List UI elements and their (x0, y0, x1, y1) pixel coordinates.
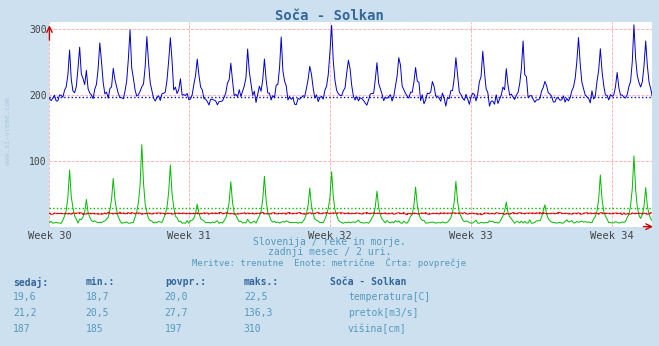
Text: Soča - Solkan: Soča - Solkan (330, 277, 406, 287)
Text: 19,6: 19,6 (13, 292, 37, 302)
Text: Slovenija / reke in morje.: Slovenija / reke in morje. (253, 237, 406, 247)
Text: pretok[m3/s]: pretok[m3/s] (348, 308, 418, 318)
Text: www.si-vreme.com: www.si-vreme.com (5, 98, 11, 165)
Text: temperatura[C]: temperatura[C] (348, 292, 430, 302)
Text: povpr.:: povpr.: (165, 277, 206, 287)
Text: 18,7: 18,7 (86, 292, 109, 302)
Text: višina[cm]: višina[cm] (348, 324, 407, 334)
Text: maks.:: maks.: (244, 277, 279, 287)
Text: zadnji mesec / 2 uri.: zadnji mesec / 2 uri. (268, 247, 391, 257)
Text: 21,2: 21,2 (13, 308, 37, 318)
Text: Soča - Solkan: Soča - Solkan (275, 9, 384, 22)
Text: 20,5: 20,5 (86, 308, 109, 318)
Text: 187: 187 (13, 324, 31, 334)
Text: 136,3: 136,3 (244, 308, 273, 318)
Text: 27,7: 27,7 (165, 308, 188, 318)
Text: sedaj:: sedaj: (13, 277, 48, 288)
Text: 22,5: 22,5 (244, 292, 268, 302)
Text: 197: 197 (165, 324, 183, 334)
Text: min.:: min.: (86, 277, 115, 287)
Text: 185: 185 (86, 324, 103, 334)
Text: 20,0: 20,0 (165, 292, 188, 302)
Text: 310: 310 (244, 324, 262, 334)
Text: Meritve: trenutne  Enote: metrične  Črta: povprečje: Meritve: trenutne Enote: metrične Črta: … (192, 258, 467, 268)
